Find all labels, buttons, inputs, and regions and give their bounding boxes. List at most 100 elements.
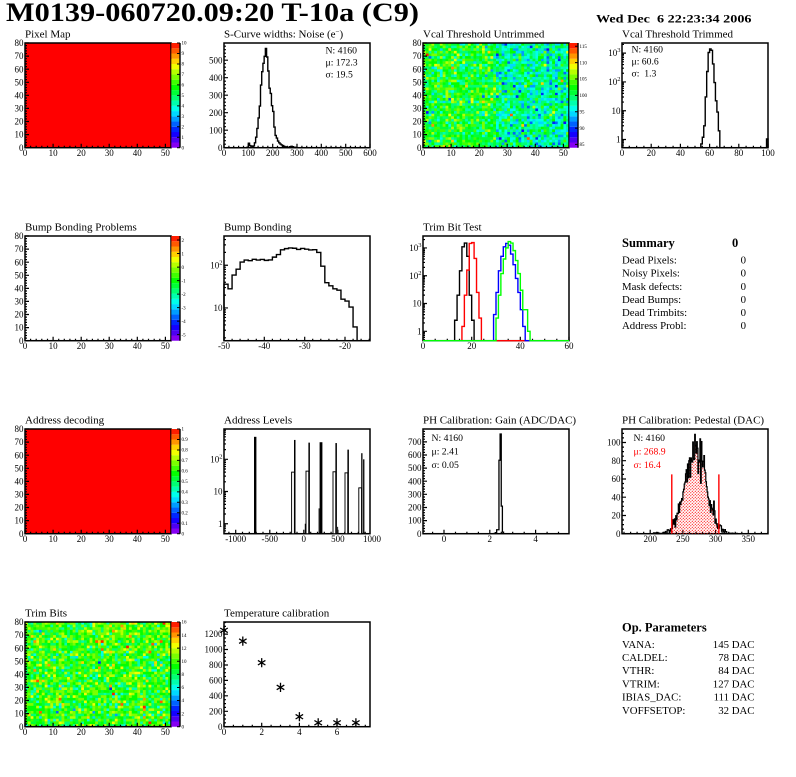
svg-text:100: 100	[761, 148, 775, 158]
svg-text:N: 4160: N: 4160	[326, 46, 358, 57]
svg-text:100: 100	[580, 94, 588, 99]
svg-text:50: 50	[161, 534, 171, 544]
svg-text:Bump Bonding: Bump Bonding	[224, 222, 292, 234]
svg-text:10: 10	[214, 487, 224, 497]
svg-text:40: 40	[15, 90, 25, 100]
svg-text:0: 0	[23, 341, 28, 351]
svg-text:-50: -50	[218, 341, 230, 351]
svg-text:4: 4	[182, 699, 185, 704]
svg-text:2: 2	[259, 727, 264, 737]
svg-text:3: 3	[182, 115, 185, 120]
svg-text:10: 10	[15, 709, 25, 719]
svg-text:σ: 16.4: σ: 16.4	[634, 460, 661, 471]
svg-text:0: 0	[182, 725, 185, 730]
svg-text:100: 100	[607, 438, 621, 448]
svg-text:200: 200	[643, 534, 657, 544]
svg-text:7: 7	[182, 73, 185, 78]
svg-text:0: 0	[182, 532, 185, 537]
svg-text:Temperature calibration: Temperature calibration	[224, 608, 330, 620]
svg-text:30: 30	[105, 727, 115, 737]
svg-text:0.5: 0.5	[182, 480, 189, 485]
svg-text:0: 0	[23, 148, 28, 158]
svg-text:20: 20	[647, 148, 657, 158]
svg-text:20: 20	[77, 341, 87, 351]
svg-text:Address decoding: Address decoding	[25, 415, 105, 427]
svg-text:50: 50	[413, 77, 423, 87]
svg-text:VANA:: VANA:	[622, 639, 655, 651]
svg-text:20: 20	[15, 117, 25, 127]
svg-text:10: 10	[182, 660, 188, 665]
svg-text:10: 10	[15, 323, 25, 333]
svg-text:500: 500	[209, 55, 223, 65]
svg-text:0: 0	[222, 148, 227, 158]
svg-text:20: 20	[612, 511, 622, 521]
svg-text:40: 40	[15, 670, 25, 680]
svg-text:0: 0	[741, 294, 746, 306]
svg-text:40: 40	[676, 148, 686, 158]
svg-text:0.8: 0.8	[182, 449, 189, 454]
svg-text:1200: 1200	[205, 629, 224, 639]
svg-text:0.7: 0.7	[182, 459, 189, 464]
svg-text:70: 70	[413, 51, 423, 61]
svg-text:70: 70	[15, 244, 25, 254]
svg-text:85: 85	[580, 143, 586, 148]
svg-text:Trim Bit Test: Trim Bit Test	[423, 222, 482, 234]
svg-text:σ: 1.3: σ: 1.3	[632, 69, 657, 80]
svg-text:N: 4160: N: 4160	[632, 45, 664, 56]
svg-text:30: 30	[105, 534, 115, 544]
svg-text:600: 600	[408, 450, 422, 460]
svg-text:50: 50	[15, 270, 25, 280]
svg-text:0: 0	[182, 146, 185, 151]
svg-text:20: 20	[77, 148, 87, 158]
svg-text:40: 40	[15, 284, 25, 294]
svg-text:50: 50	[559, 148, 569, 158]
svg-text:50: 50	[15, 77, 25, 87]
svg-text:0: 0	[222, 727, 227, 737]
svg-text:CALDEL:: CALDEL:	[622, 652, 668, 664]
svg-text:0: 0	[19, 336, 24, 346]
svg-text:μ: 60.6: μ: 60.6	[632, 57, 659, 68]
svg-text:0: 0	[741, 255, 746, 267]
svg-text:40: 40	[133, 341, 143, 351]
svg-text:2: 2	[182, 712, 185, 717]
svg-text:-1: -1	[182, 279, 187, 284]
svg-text:30: 30	[413, 104, 423, 114]
svg-text:1: 1	[616, 135, 621, 145]
svg-text:10: 10	[15, 130, 25, 140]
svg-text:200: 200	[266, 148, 280, 158]
svg-text:40: 40	[133, 727, 143, 737]
svg-text:500: 500	[339, 148, 353, 158]
svg-text:20: 20	[413, 117, 423, 127]
svg-text:0: 0	[732, 236, 738, 250]
svg-text:Address Probl:: Address Probl:	[622, 320, 686, 332]
svg-text:0: 0	[19, 722, 24, 732]
svg-text:50: 50	[161, 148, 171, 158]
svg-text:95: 95	[580, 110, 586, 115]
svg-text:40: 40	[531, 148, 541, 158]
svg-text:-30: -30	[299, 341, 311, 351]
svg-text:8: 8	[182, 673, 185, 678]
svg-text:0: 0	[620, 148, 625, 158]
svg-text:40: 40	[133, 534, 143, 544]
svg-text:102: 102	[210, 259, 222, 270]
svg-text:115: 115	[580, 45, 588, 50]
svg-text:105: 105	[580, 78, 588, 83]
svg-text:102: 102	[608, 76, 620, 87]
svg-text:60: 60	[15, 64, 25, 74]
svg-text:50: 50	[15, 656, 25, 666]
svg-text:σ: 0.05: σ: 0.05	[432, 460, 459, 471]
svg-text:30: 30	[15, 104, 25, 114]
svg-text:500: 500	[331, 534, 345, 544]
svg-text:-40: -40	[258, 341, 270, 351]
svg-text:110: 110	[580, 61, 588, 66]
svg-text:10: 10	[413, 299, 423, 309]
svg-text:0: 0	[182, 266, 185, 271]
svg-text:80: 80	[15, 231, 25, 241]
svg-text:16: 16	[182, 621, 188, 626]
svg-text:5: 5	[182, 94, 185, 99]
svg-text:300: 300	[709, 534, 723, 544]
svg-text:Op. Parameters: Op. Parameters	[622, 621, 707, 635]
svg-text:-2: -2	[182, 293, 187, 298]
svg-text:-5: -5	[182, 333, 187, 338]
svg-text:10: 10	[447, 148, 457, 158]
